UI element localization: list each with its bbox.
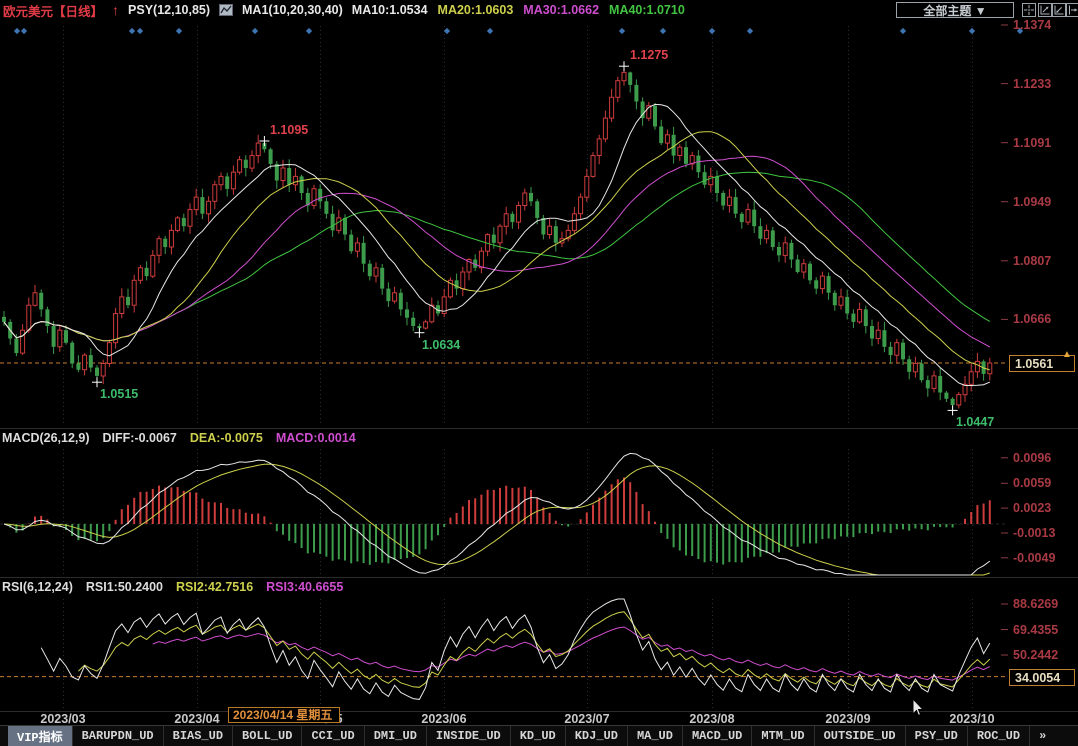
psy-signal-dot — [251, 27, 259, 35]
rsi-axis-label: 69.4355 — [1013, 623, 1059, 637]
price-annotation-1.0447: 1.0447 — [956, 415, 995, 429]
rsi-value-box: 34.0054 — [1009, 669, 1075, 686]
psy-signal-dot — [746, 27, 754, 35]
mini-chart-icon — [219, 4, 234, 16]
toolbar-item-mtm_ud[interactable]: MTM_UD — [752, 726, 815, 746]
rsi-axis-label: 50.2442 — [1013, 648, 1059, 662]
last-price-box: 1.0561 — [1009, 355, 1075, 372]
price-marker-triangle-icon: ▲ — [1062, 349, 1072, 360]
toolbar-item-kdj_ud[interactable]: KDJ_UD — [566, 726, 628, 746]
macd-title: MACD(26,12,9) — [2, 431, 90, 445]
chart-header: 欧元美元【日线】 ↑ PSY(12,10,85) MA1(10,20,30,40… — [0, 0, 895, 20]
toolbar-more-button[interactable]: » — [1039, 729, 1047, 743]
header-ma-value: MA20:1.0603 — [437, 3, 514, 17]
crosshair-icon[interactable] — [1022, 3, 1036, 17]
date-label: 2023/09 — [825, 712, 871, 726]
psy-signal-dot — [659, 27, 667, 35]
toolbar-item-outside_ud[interactable]: OUTSIDE_UD — [815, 726, 906, 746]
psy-signal-dot — [175, 27, 183, 35]
price-axis-label: 1.1091 — [1013, 136, 1052, 150]
psy-signal-dot — [968, 27, 976, 35]
crosshair-date-box: 2023/04/14 星期五 — [228, 707, 340, 723]
psy-signal-dot — [899, 27, 907, 35]
psy-signal-dot — [136, 27, 144, 35]
mouse-cursor — [912, 697, 925, 717]
symbol-title: 欧元美元【日线】 — [3, 4, 104, 19]
price-axis-label: 1.0807 — [1013, 254, 1052, 268]
price-annotation-1.1275: 1.1275 — [630, 48, 669, 62]
macd-axis-label: 0.0059 — [1013, 476, 1052, 490]
psy-signal-dot — [305, 27, 313, 35]
macd-axis-label: 0.0096 — [1013, 451, 1052, 465]
date-label: 2023/06 — [421, 712, 467, 726]
psy-signal-dot — [13, 27, 21, 35]
date-label: 2023/08 — [689, 712, 735, 726]
psy-signal-dot — [20, 27, 28, 35]
psy-signal-dot — [443, 27, 451, 35]
psy-signal-dot — [708, 27, 716, 35]
price-axis-label: 1.1233 — [1013, 77, 1052, 91]
toolbar-item-psy_ud[interactable]: PSY_UD — [906, 726, 968, 746]
header-ma-value: MA30:1.0662 — [523, 3, 600, 17]
indicator-toolbar: VIP指标 BARUPDN_UD BIAS_UD BOLL_UD CCI_UD DMI_U… — [0, 725, 1078, 746]
toolbar-item-barupdn_ud[interactable]: BARUPDN_UD — [73, 726, 164, 746]
price-axis-label: 1.1374 — [1013, 18, 1052, 32]
macd-axis-label: -0.0013 — [1013, 526, 1056, 540]
macd-dea-value: DEA:-0.0075 — [189, 431, 263, 445]
psy-signal-dot — [486, 27, 494, 35]
buy-signal-arrow-icon: ↑ — [112, 2, 120, 18]
macd-header: MACD(26,12,9) DIFF:-0.0067 DEA:-0.0075 M… — [2, 431, 356, 445]
price-axis-label: 1.0949 — [1013, 195, 1052, 209]
pan-right-icon[interactable] — [1066, 3, 1078, 17]
rsi-title: RSI(6,12,24) — [2, 580, 73, 594]
rsi-axis-label: 88.6269 — [1013, 597, 1059, 611]
toolbar-item-roc_ud[interactable]: ROC_UD — [968, 726, 1031, 746]
psy-indicator-label: PSY(12,10,85) — [128, 3, 211, 17]
theme-selector-button[interactable]: 全部主题 ▼ — [896, 2, 1014, 18]
macd-macd-value: MACD:0.0014 — [275, 431, 356, 445]
toolbar-item-kd_ud[interactable]: KD_UD — [511, 726, 566, 746]
scale-left-icon[interactable] — [1038, 3, 1052, 17]
header-ma-value: MA10:1.0534 — [351, 3, 428, 17]
rsi1-value: RSI1:50.2400 — [85, 580, 164, 594]
ma-group-label: MA1(10,20,30,40) — [242, 3, 343, 17]
toolbar-item-cci_ud[interactable]: CCI_UD — [302, 726, 365, 746]
rsi-header: RSI(6,12,24) RSI1:50.2400 RSI2:42.7516 R… — [2, 580, 343, 594]
macd-axis-label: 0.0023 — [1013, 501, 1052, 515]
toolbar-item-boll_ud[interactable]: BOLL_UD — [233, 726, 303, 746]
date-label: 2023/04 — [174, 712, 220, 726]
price-annotation-1.0515: 1.0515 — [100, 387, 139, 401]
toolbar-item-macd_ud[interactable]: MACD_UD — [683, 726, 753, 746]
date-label: 2023/10 — [949, 712, 995, 726]
toolbar-item-bias_ud[interactable]: BIAS_UD — [164, 726, 234, 746]
psy-signal-dot — [128, 27, 136, 35]
psy-signal-dot — [618, 27, 626, 35]
toolbar-item-inside_ud[interactable]: INSIDE_UD — [427, 726, 511, 746]
date-label: 2023/07 — [564, 712, 610, 726]
toolbar-item-dmi_ud[interactable]: DMI_UD — [365, 726, 427, 746]
price-axis-label: 1.0666 — [1013, 312, 1052, 326]
macd-diff-value: DIFF:-0.0067 — [102, 431, 177, 445]
date-label: 2023/03 — [40, 712, 86, 726]
toolbar-item-ma_ud[interactable]: MA_UD — [628, 726, 683, 746]
macd-axis-label: -0.0049 — [1013, 551, 1056, 565]
price-annotation-1.1095: 1.1095 — [270, 123, 309, 137]
scale-right-icon[interactable] — [1052, 3, 1066, 17]
rsi3-value: RSI3:40.6655 — [266, 580, 344, 594]
rsi2-value: RSI2:42.7516 — [176, 580, 254, 594]
toolbar-item-vip-indicators[interactable]: VIP指标 — [8, 726, 73, 746]
price-annotation-1.0634: 1.0634 — [422, 338, 461, 352]
header-ma-value: MA40:1.0710 — [609, 3, 685, 17]
ma-values-group: MA10:1.0534 MA20:1.0603 MA30:1.0662 MA40:1.… — [352, 3, 695, 17]
